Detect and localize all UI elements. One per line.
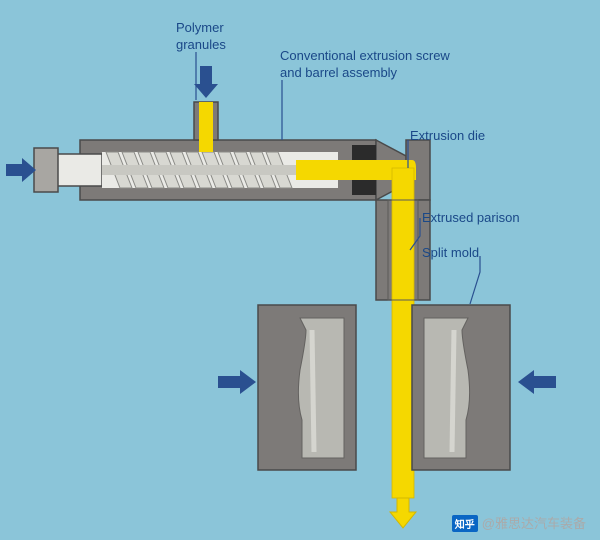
label-text: Conventional extrusion screwand barrel a… — [280, 48, 450, 80]
zhihu-icon: 知乎 — [452, 515, 478, 532]
watermark: 知乎 @雅思达汽车装备 — [452, 513, 586, 532]
label-extruded-parison: Extrused parison — [422, 210, 520, 227]
label-text: Extrusion die — [410, 128, 485, 143]
label-text: Split mold — [422, 245, 479, 260]
label-screw-barrel: Conventional extrusion screwand barrel a… — [280, 48, 450, 82]
label-extrusion-die: Extrusion die — [410, 128, 485, 145]
label-text: Polymergranules — [176, 20, 226, 52]
label-split-mold: Split mold — [422, 245, 479, 262]
label-polymer-granules: Polymergranules — [176, 20, 226, 54]
label-text: Extrused parison — [422, 210, 520, 225]
watermark-text: @雅思达汽车装备 — [482, 516, 586, 531]
